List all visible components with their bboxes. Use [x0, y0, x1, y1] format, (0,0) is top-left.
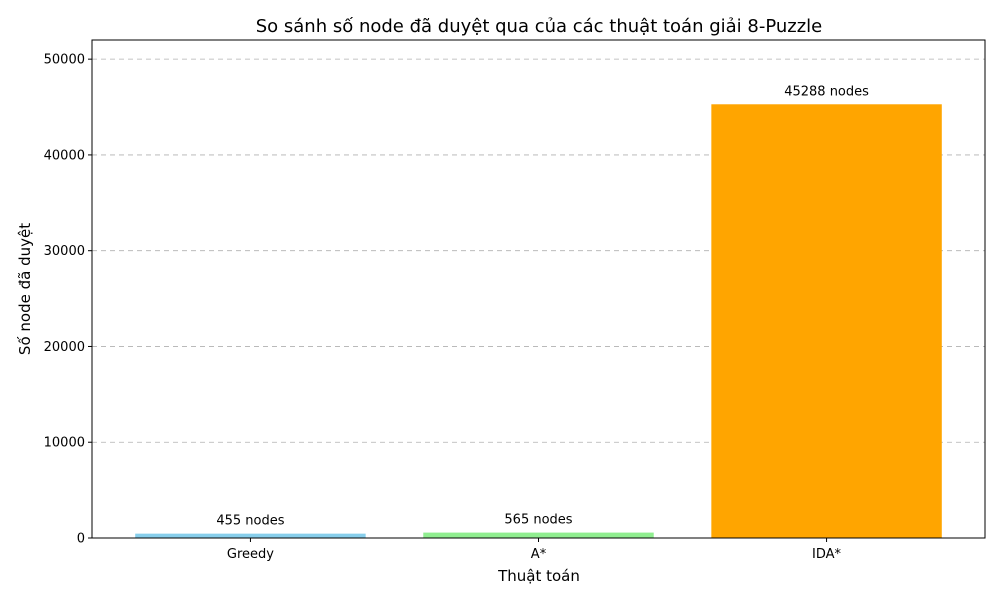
y-tick-label: 30000	[44, 244, 85, 259]
bar-greedy	[135, 533, 366, 538]
y-tick-label: 10000	[44, 436, 85, 451]
bar-value-label: 455 nodes	[216, 514, 284, 529]
y-tick-label: 40000	[44, 148, 85, 163]
x-tick-label: A*	[531, 547, 547, 562]
y-tick-label: 20000	[44, 340, 85, 355]
bars	[135, 104, 942, 538]
y-tick-label: 50000	[44, 53, 85, 68]
x-tick-label: Greedy	[227, 547, 274, 562]
grid-lines	[92, 58, 985, 443]
bar-value-label: 45288 nodes	[784, 84, 869, 99]
y-tick-label: 0	[77, 532, 85, 547]
y-axis-ticks: 0 10000 20000 30000 40000 50000	[44, 53, 92, 547]
bar-a	[423, 532, 654, 538]
chart-title: So sánh số node đã duyệt qua của các thu…	[256, 16, 823, 37]
y-axis-label: Số node đã duyệt	[16, 223, 34, 355]
x-tick-label: IDA*	[812, 547, 842, 562]
x-axis-ticks: Greedy A* IDA*	[227, 538, 842, 562]
bar-ida	[711, 104, 942, 538]
bar-value-label: 565 nodes	[504, 513, 572, 528]
x-axis-label: Thuật toán	[497, 567, 580, 585]
data-labels: 455 nodes 565 nodes 45288 nodes	[216, 84, 869, 528]
